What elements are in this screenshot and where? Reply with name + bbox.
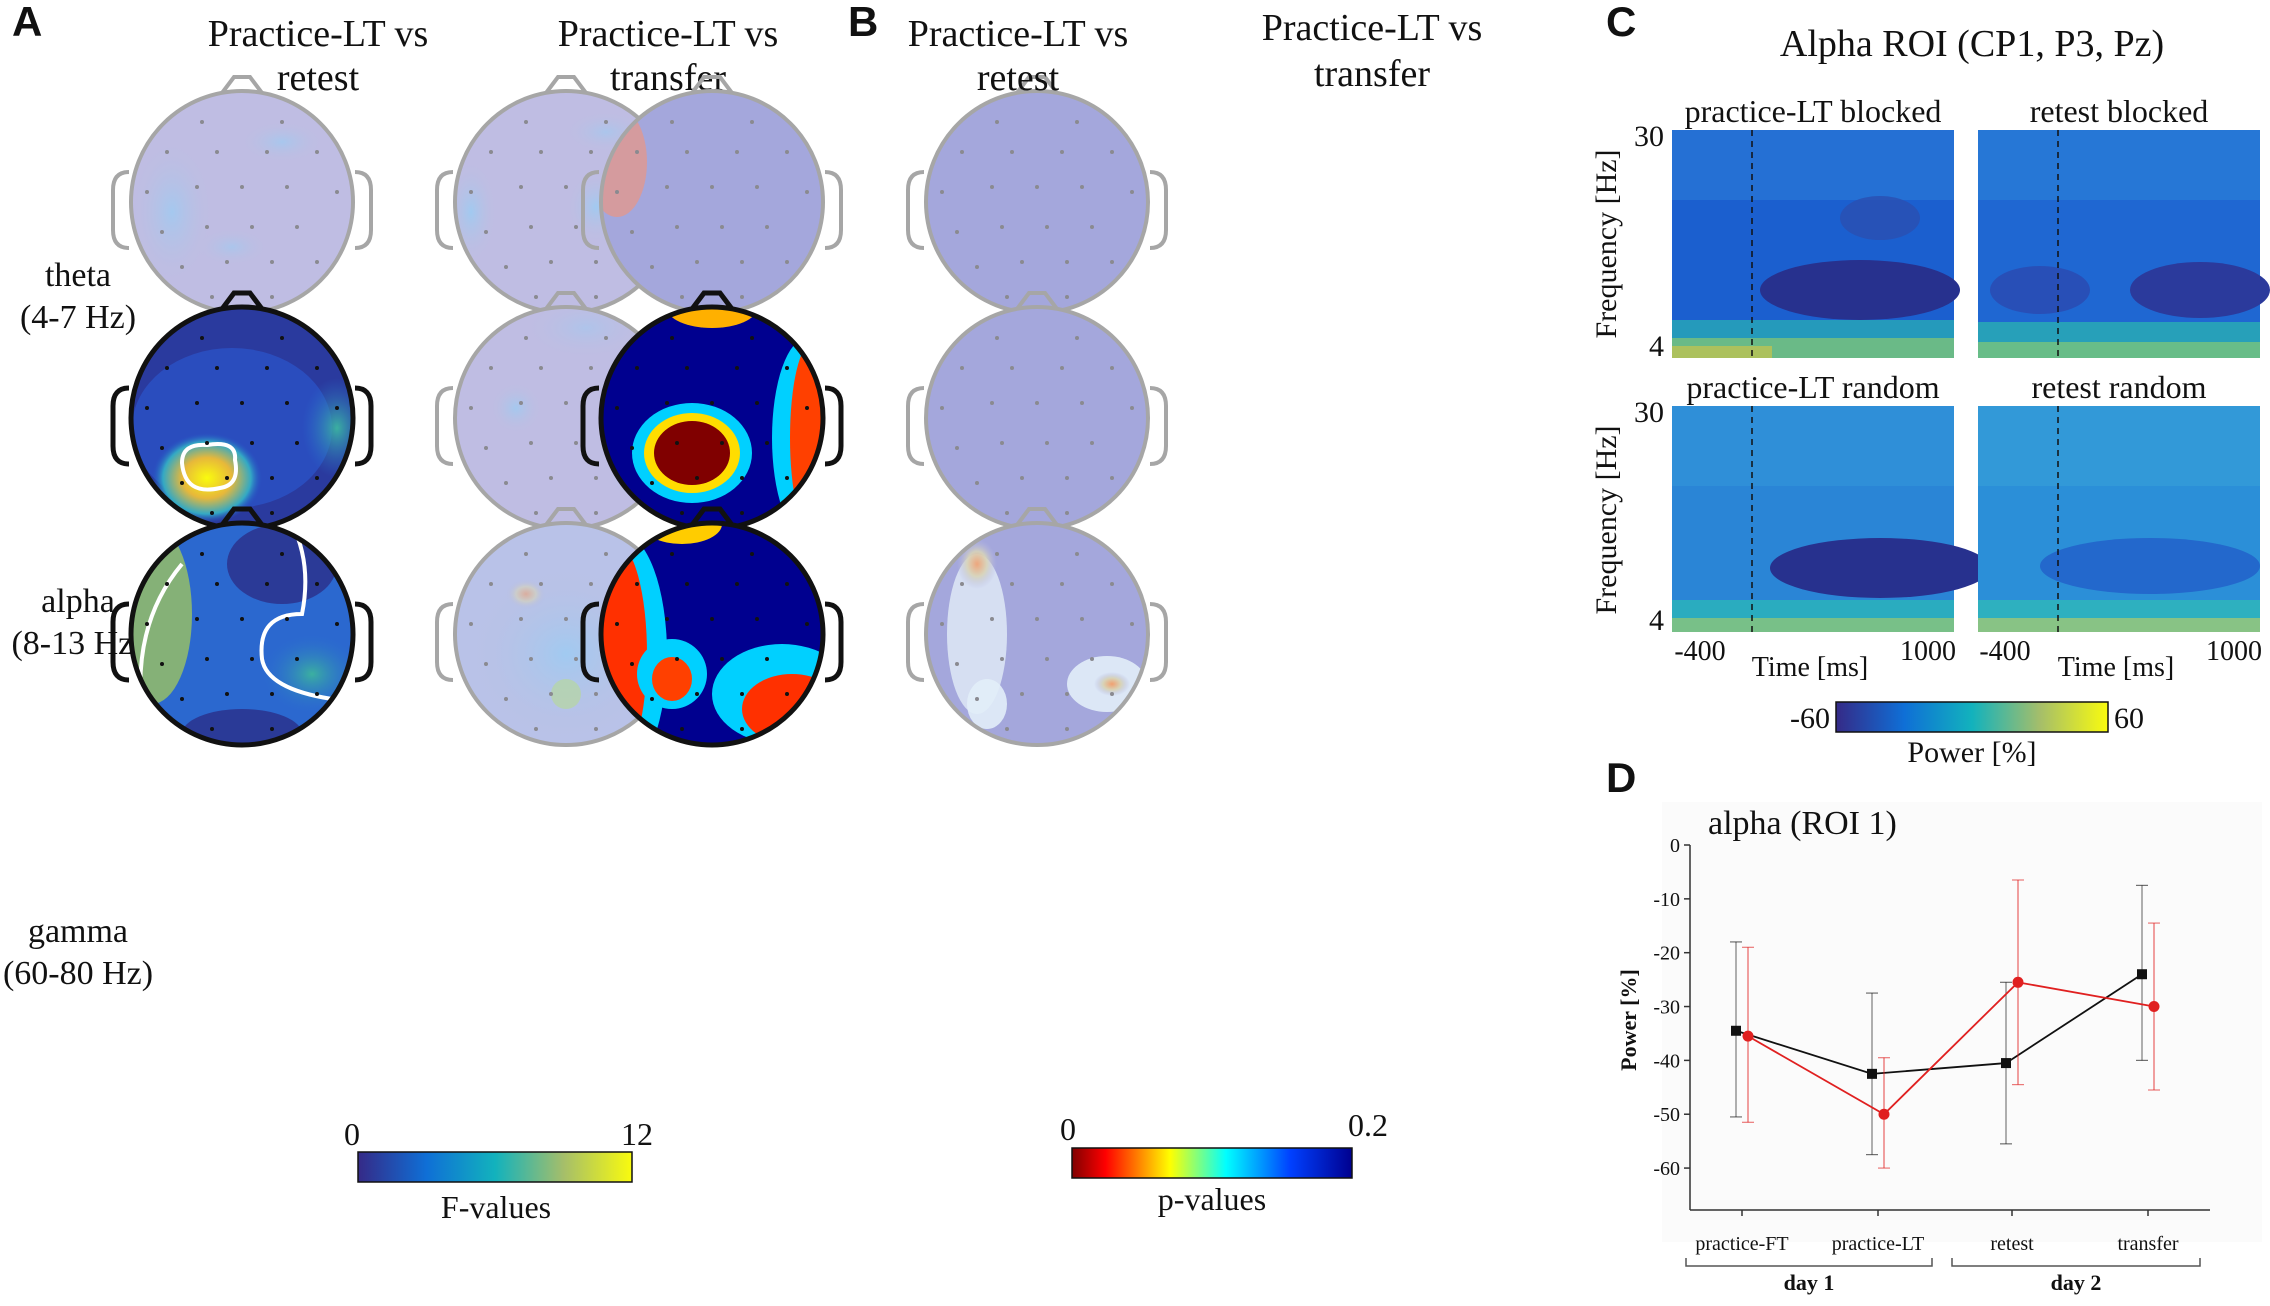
x-tick-label: transfer	[2117, 1233, 2178, 1255]
y-tick-label: -50	[1653, 1104, 1680, 1126]
group-label: day 2	[2051, 1270, 2102, 1295]
data-point	[1878, 1108, 1890, 1120]
row-alpha-range: (8-13 Hz)	[11, 625, 144, 662]
row-gamma-range: (60-80 Hz)	[3, 955, 153, 992]
chart-title: alpha (ROI 1)	[1708, 805, 1897, 842]
tf-map-retest-random	[1978, 406, 2260, 632]
row-gamma-band: gamma	[28, 913, 128, 950]
colorbar-f-label: F-values	[441, 1189, 551, 1225]
data-point	[1867, 1068, 1877, 1079]
data-point	[2137, 969, 2147, 980]
colorbar-p-values	[1071, 1147, 1353, 1179]
colorbar-power	[1835, 701, 2109, 733]
row-theta-band: theta	[45, 257, 111, 294]
tf-xtick-left-1: -400	[1674, 636, 1725, 667]
tf-map-retest-blocked	[1978, 130, 2270, 358]
tf-map-practice-random	[1672, 406, 1990, 632]
y-tick-label: -20	[1653, 943, 1680, 965]
chart-alpha-roi1: 0 -10 -20 -30 -40 -50 -60 Power [%] practice-FT p…	[1616, 835, 2210, 1295]
x-tick-label: practice-FT	[1695, 1233, 1788, 1255]
tf-xlabel-2: Time [ms]	[2058, 652, 2174, 683]
panel-letter-d: D	[1606, 754, 1636, 801]
colorbar-p-min: 0	[1060, 1111, 1076, 1147]
tf-xtick-right-2: 1000	[2206, 636, 2262, 667]
series-line-black	[1735, 973, 2143, 1075]
colorbar-power-min: -60	[1790, 702, 1830, 735]
data-point	[2001, 1058, 2011, 1069]
b-col2-title-l1: Practice-LT vs	[1262, 7, 1483, 49]
y-tick-label: -30	[1653, 997, 1680, 1019]
topomap-a-alpha-retest	[110, 290, 374, 532]
tf-xtick-right-1: 1000	[1900, 636, 1956, 667]
b-col1-title-l1: Practice-LT vs	[908, 13, 1129, 55]
topomap-b-alpha-retest	[580, 290, 844, 532]
colorbar-f-values	[357, 1151, 633, 1183]
tf-title-retest-blocked: retest blocked	[2030, 93, 2209, 129]
topomap-b-alpha-transfer	[906, 291, 1168, 531]
y-tick-label: -60	[1653, 1158, 1680, 1180]
y-tick-label: -10	[1653, 889, 1680, 911]
tf-map-practice-blocked	[1672, 130, 1960, 358]
topomap-a-theta-retest	[111, 75, 373, 315]
x-tick-label: practice-LT	[1832, 1233, 1925, 1255]
tf-ylabel-1: Frequency [Hz]	[1590, 149, 1623, 338]
y-tick-label: 0	[1670, 835, 1680, 857]
b-col2-title-l2: transfer	[1314, 53, 1430, 95]
row-alpha-band: alpha	[41, 583, 115, 620]
colorbar-f-min: 0	[344, 1116, 360, 1152]
x-tick-label: retest	[1990, 1233, 2034, 1255]
tf-ytick-top-1: 30	[1634, 120, 1664, 153]
colorbar-power-label: Power [%]	[1907, 736, 2036, 769]
tf-title-practice-blocked: practice-LT blocked	[1685, 93, 1942, 129]
tf-xlabel-1: Time [ms]	[1752, 652, 1868, 683]
panel-letter-a: A	[12, 0, 42, 45]
tf-title-practice-random: practice-LT random	[1686, 369, 1939, 405]
panel-letter-c: C	[1606, 0, 1636, 45]
data-point	[1742, 1030, 1754, 1042]
b-col1-title-l2: retest	[977, 57, 1060, 99]
a-col2-title-l1: Practice-LT vs	[558, 13, 779, 55]
topomap-b-gamma-transfer	[906, 507, 1168, 747]
data-point	[2012, 976, 2024, 988]
series-line-red	[1747, 981, 2155, 1116]
topomap-a-gamma-retest	[110, 506, 374, 748]
tf-ytick-bottom-1: 4	[1649, 330, 1664, 363]
data-point	[2148, 1001, 2160, 1013]
topomap-b-theta-retest	[581, 75, 843, 315]
colorbar-p-max: 0.2	[1348, 1107, 1388, 1143]
colorbar-f-max: 12	[621, 1116, 653, 1152]
tf-ylabel-2: Frequency [Hz]	[1590, 425, 1623, 614]
topomap-b-theta-transfer	[906, 75, 1168, 315]
a-col1-title-l1: Practice-LT vs	[208, 13, 429, 55]
tf-title-retest-random: retest random	[2031, 369, 2206, 405]
tf-ytick-bottom-2: 4	[1649, 604, 1664, 637]
c-title: Alpha ROI (CP1, P3, Pz)	[1780, 23, 2164, 65]
y-tick-label: -40	[1653, 1050, 1680, 1072]
tf-xtick-left-2: -400	[1979, 636, 2030, 667]
group-label: day 1	[1784, 1270, 1835, 1295]
row-theta-range: (4-7 Hz)	[20, 299, 136, 336]
chart-background	[1662, 802, 2262, 1242]
a-col1-title-l2: retest	[277, 57, 360, 99]
data-point	[1731, 1025, 1741, 1036]
topomaps	[110, 75, 1168, 748]
y-axis-label: Power [%]	[1616, 969, 1641, 1071]
tf-ytick-top-2: 30	[1634, 396, 1664, 429]
colorbar-p-label: p-values	[1158, 1181, 1266, 1217]
panel-letter-b: B	[848, 0, 878, 45]
colorbar-power-max: 60	[2114, 702, 2144, 735]
